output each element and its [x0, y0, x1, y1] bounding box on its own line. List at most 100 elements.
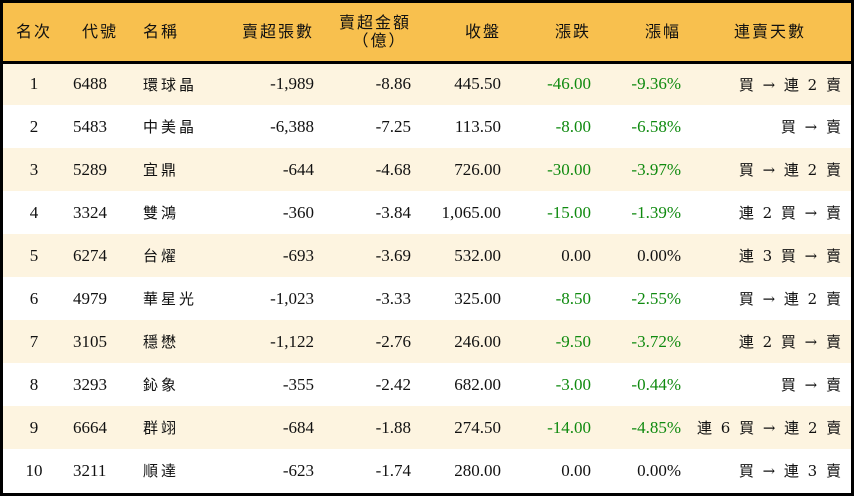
code-cell: 6274 [73, 245, 107, 265]
col-header-net-sell-amount-unit: （億） [352, 30, 407, 50]
table-row[interactable]: 10 3211 順達 -623 -1.74 280.00 0.00 0.00% 買 → 連 3 … [3, 449, 851, 492]
change-pct-cell: 0.00% [637, 245, 681, 265]
streak-cell: 買 → 賣 [780, 376, 843, 394]
close-cell: 1,065.00 [441, 202, 502, 222]
rank-cell: 9 [29, 417, 39, 437]
change-cell: -15.00 [547, 202, 591, 222]
col-header-change-pct: 漲幅 [599, 3, 689, 64]
change-cell: -46.00 [547, 74, 591, 94]
code-cell: 5483 [73, 116, 107, 136]
close-cell: 274.50 [454, 417, 501, 437]
net-sell-amount-cell: -1.74 [375, 460, 411, 480]
net-sell-lots-cell: -355 [282, 374, 314, 394]
change-cell: -30.00 [547, 159, 591, 179]
net-sell-amount-cell: -2.42 [375, 374, 411, 394]
col-header-rank: 名次 [3, 3, 65, 64]
streak-cell: 買 → 連 2 賣 [738, 290, 843, 308]
change-pct-cell: -1.39% [631, 202, 681, 222]
code-cell: 4979 [73, 288, 107, 308]
name-cell: 環球晶 [143, 75, 198, 94]
rank-cell: 7 [29, 331, 39, 351]
table-body: 1 6488 環球晶 -1,989 -8.86 445.50 -46.00 -9.36% 買 →… [3, 62, 851, 492]
streak-cell: 買 → 連 2 賣 [738, 75, 843, 94]
streak-cell: 買 → 連 2 賣 [738, 161, 843, 179]
col-header-change: 漲跌 [509, 3, 599, 64]
name-cell: 華星光 [143, 290, 198, 308]
table-row[interactable]: 2 5483 中美晶 -6,388 -7.25 113.50 -8.00 -6.58% 買 → … [3, 105, 851, 148]
close-cell: 280.00 [454, 460, 501, 480]
name-cell: 台燿 [143, 247, 180, 265]
col-header-name: 名稱 [135, 3, 230, 64]
table-row[interactable]: 8 3293 鈊象 -355 -2.42 682.00 -3.00 -0.44% 買 → 賣 [3, 363, 851, 406]
change-cell: -8.50 [555, 288, 591, 308]
close-cell: 113.50 [454, 116, 501, 136]
change-pct-cell: -3.97% [631, 159, 681, 179]
rank-cell: 5 [29, 245, 39, 265]
net-sell-amount-cell: -3.84 [375, 202, 411, 222]
table-row[interactable]: 7 3105 穩懋 -1,122 -2.76 246.00 -9.50 -3.72% 連 2 買… [3, 320, 851, 363]
net-sell-amount-cell: -3.33 [375, 288, 411, 308]
close-cell: 445.50 [454, 74, 501, 94]
rank-cell: 4 [29, 202, 39, 222]
change-pct-cell: -4.85% [631, 417, 681, 437]
change-pct-cell: -3.72% [631, 331, 681, 351]
net-sell-amount-cell: -1.88 [375, 417, 411, 437]
net-sell-lots-cell: -693 [282, 245, 314, 265]
name-cell: 順達 [143, 462, 180, 480]
code-cell: 6664 [73, 417, 107, 437]
table-row[interactable]: 5 6274 台燿 -693 -3.69 532.00 0.00 0.00% 連 3 買 → 賣 [3, 234, 851, 277]
net-sell-amount-cell: -4.68 [375, 159, 411, 179]
col-header-net-sell-amount: 賣超金額 （億） [322, 3, 419, 64]
net-sell-lots-cell: -644 [282, 159, 314, 179]
code-cell: 3105 [73, 331, 107, 351]
code-cell: 5289 [73, 159, 107, 179]
net-sell-lots-cell: -1,122 [270, 331, 314, 351]
change-pct-cell: -9.36% [631, 74, 681, 94]
rank-cell: 2 [29, 116, 39, 136]
streak-cell: 連 2 買 → 賣 [738, 204, 843, 222]
close-cell: 532.00 [454, 245, 501, 265]
table-row[interactable]: 1 6488 環球晶 -1,989 -8.86 445.50 -46.00 -9.36% 買 →… [3, 62, 851, 105]
name-cell: 群翊 [143, 419, 180, 437]
change-cell: 0.00 [561, 460, 591, 480]
table-row[interactable]: 9 6664 群翊 -684 -1.88 274.50 -14.00 -4.85% 連 6 買 … [3, 406, 851, 449]
code-cell: 6488 [73, 74, 107, 94]
streak-cell: 買 → 連 3 賣 [738, 462, 843, 480]
close-cell: 246.00 [454, 331, 501, 351]
change-pct-cell: 0.00% [637, 460, 681, 480]
net-sell-lots-cell: -684 [282, 417, 314, 437]
streak-cell: 連 2 買 → 賣 [738, 333, 843, 351]
change-pct-cell: -2.55% [631, 288, 681, 308]
rank-cell: 3 [29, 159, 39, 179]
col-header-net-sell-lots: 賣超張數 [230, 3, 322, 64]
net-sell-lots-cell: -1,989 [270, 74, 314, 94]
net-sell-lots-cell: -623 [282, 460, 314, 480]
table-row[interactable]: 3 5289 宜鼎 -644 -4.68 726.00 -30.00 -3.97% 買 → 連 … [3, 148, 851, 191]
col-header-net-sell-amount-line1: 賣超金額 [338, 12, 411, 32]
net-sell-amount-cell: -8.86 [375, 74, 411, 94]
name-cell: 中美晶 [143, 118, 198, 136]
streak-cell: 買 → 賣 [780, 118, 843, 136]
table-row[interactable]: 4 3324 雙鴻 -360 -3.84 1,065.00 -15.00 -1.39% 連 2 … [3, 191, 851, 234]
change-pct-cell: -0.44% [631, 374, 681, 394]
table-row[interactable]: 6 4979 華星光 -1,023 -3.33 325.00 -8.50 -2.55% 買 → … [3, 277, 851, 320]
col-header-code: 代號 [65, 3, 135, 64]
net-sell-amount-cell: -2.76 [375, 331, 411, 351]
net-sell-amount-cell: -3.69 [375, 245, 411, 265]
name-cell: 宜鼎 [143, 161, 180, 179]
rank-cell: 8 [29, 374, 39, 394]
net-sell-lots-cell: -6,388 [270, 116, 314, 136]
close-cell: 682.00 [454, 374, 501, 394]
change-pct-cell: -6.58% [631, 116, 681, 136]
name-cell: 鈊象 [143, 376, 180, 394]
sell-ranking-table: 名次 代號 名稱 賣超張數 賣超金額 （億） 收盤 漲跌 漲幅 連賣天數 1 64… [3, 3, 851, 492]
change-cell: -14.00 [547, 417, 591, 437]
net-sell-lots-cell: -360 [282, 202, 314, 222]
rank-cell: 6 [29, 288, 39, 308]
change-cell: -9.50 [555, 331, 591, 351]
code-cell: 3324 [73, 202, 107, 222]
code-cell: 3211 [73, 460, 107, 480]
change-cell: -8.00 [555, 116, 591, 136]
table-header: 名次 代號 名稱 賣超張數 賣超金額 （億） 收盤 漲跌 漲幅 連賣天數 [3, 3, 851, 64]
name-cell: 穩懋 [143, 333, 180, 351]
